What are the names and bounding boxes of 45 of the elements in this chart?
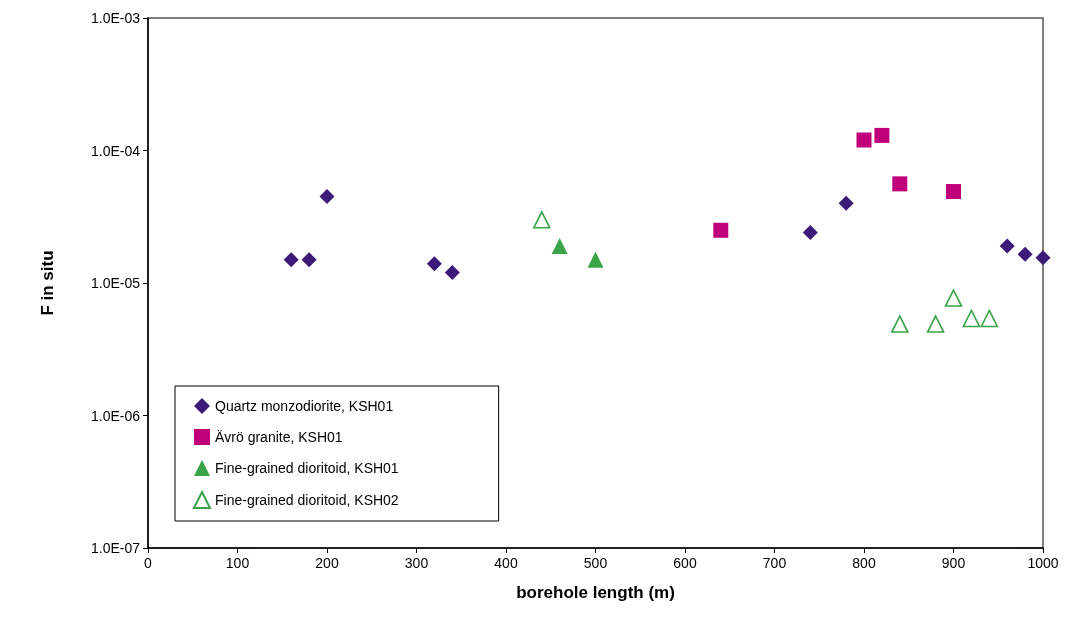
point: [1035, 250, 1051, 266]
x-tick-label: 400: [494, 555, 518, 571]
x-axis-title: borehole length (m): [516, 583, 675, 602]
y-axis-title: F in situ: [38, 250, 57, 316]
point: [944, 289, 963, 307]
point: [926, 315, 945, 333]
x-tick-label: 900: [941, 555, 966, 571]
y-tick-label: 1.0E-03: [90, 10, 141, 26]
point: [1017, 246, 1033, 262]
point: [999, 238, 1015, 254]
point: [802, 225, 818, 241]
x-tick-label: 0: [144, 555, 153, 571]
x-tick-label: 200: [315, 555, 339, 571]
x-tick-label: 700: [762, 555, 787, 571]
point: [892, 176, 908, 192]
point: [283, 252, 299, 268]
x-tick-label: 1000: [1027, 555, 1059, 571]
point: [874, 127, 890, 143]
y-tick-label: 1.0E-05: [90, 275, 141, 291]
x-tick-label: 600: [673, 555, 697, 571]
y-tick-label: 1.0E-04: [90, 142, 141, 159]
point: [713, 222, 729, 238]
point: [856, 132, 872, 148]
point: [533, 210, 551, 229]
legend-label: Quartz monzodiorite, KSH01: [215, 398, 394, 414]
point: [551, 238, 568, 255]
x-tick-label: 300: [404, 555, 429, 571]
legend-label: Ävrö granite, KSH01: [215, 429, 343, 445]
point: [426, 256, 442, 272]
point: [319, 188, 335, 204]
point: [444, 265, 460, 281]
point: [587, 251, 604, 268]
y-tick-label: 1.0E-06: [90, 407, 141, 424]
point: [838, 195, 854, 211]
x-tick-label: 500: [583, 555, 608, 571]
point: [946, 184, 961, 200]
x-tick-label: 800: [852, 555, 876, 571]
y-tick-label: 1.0E-07: [90, 540, 141, 556]
point: [980, 309, 999, 328]
point: [301, 252, 317, 268]
x-tick-label: 100: [225, 555, 250, 571]
legend-label: Fine-grained dioritoid, KSH02: [215, 492, 399, 508]
legend-label: Fine-grained dioritoid, KSH01: [215, 460, 399, 476]
point: [891, 315, 909, 333]
point: [962, 309, 981, 328]
